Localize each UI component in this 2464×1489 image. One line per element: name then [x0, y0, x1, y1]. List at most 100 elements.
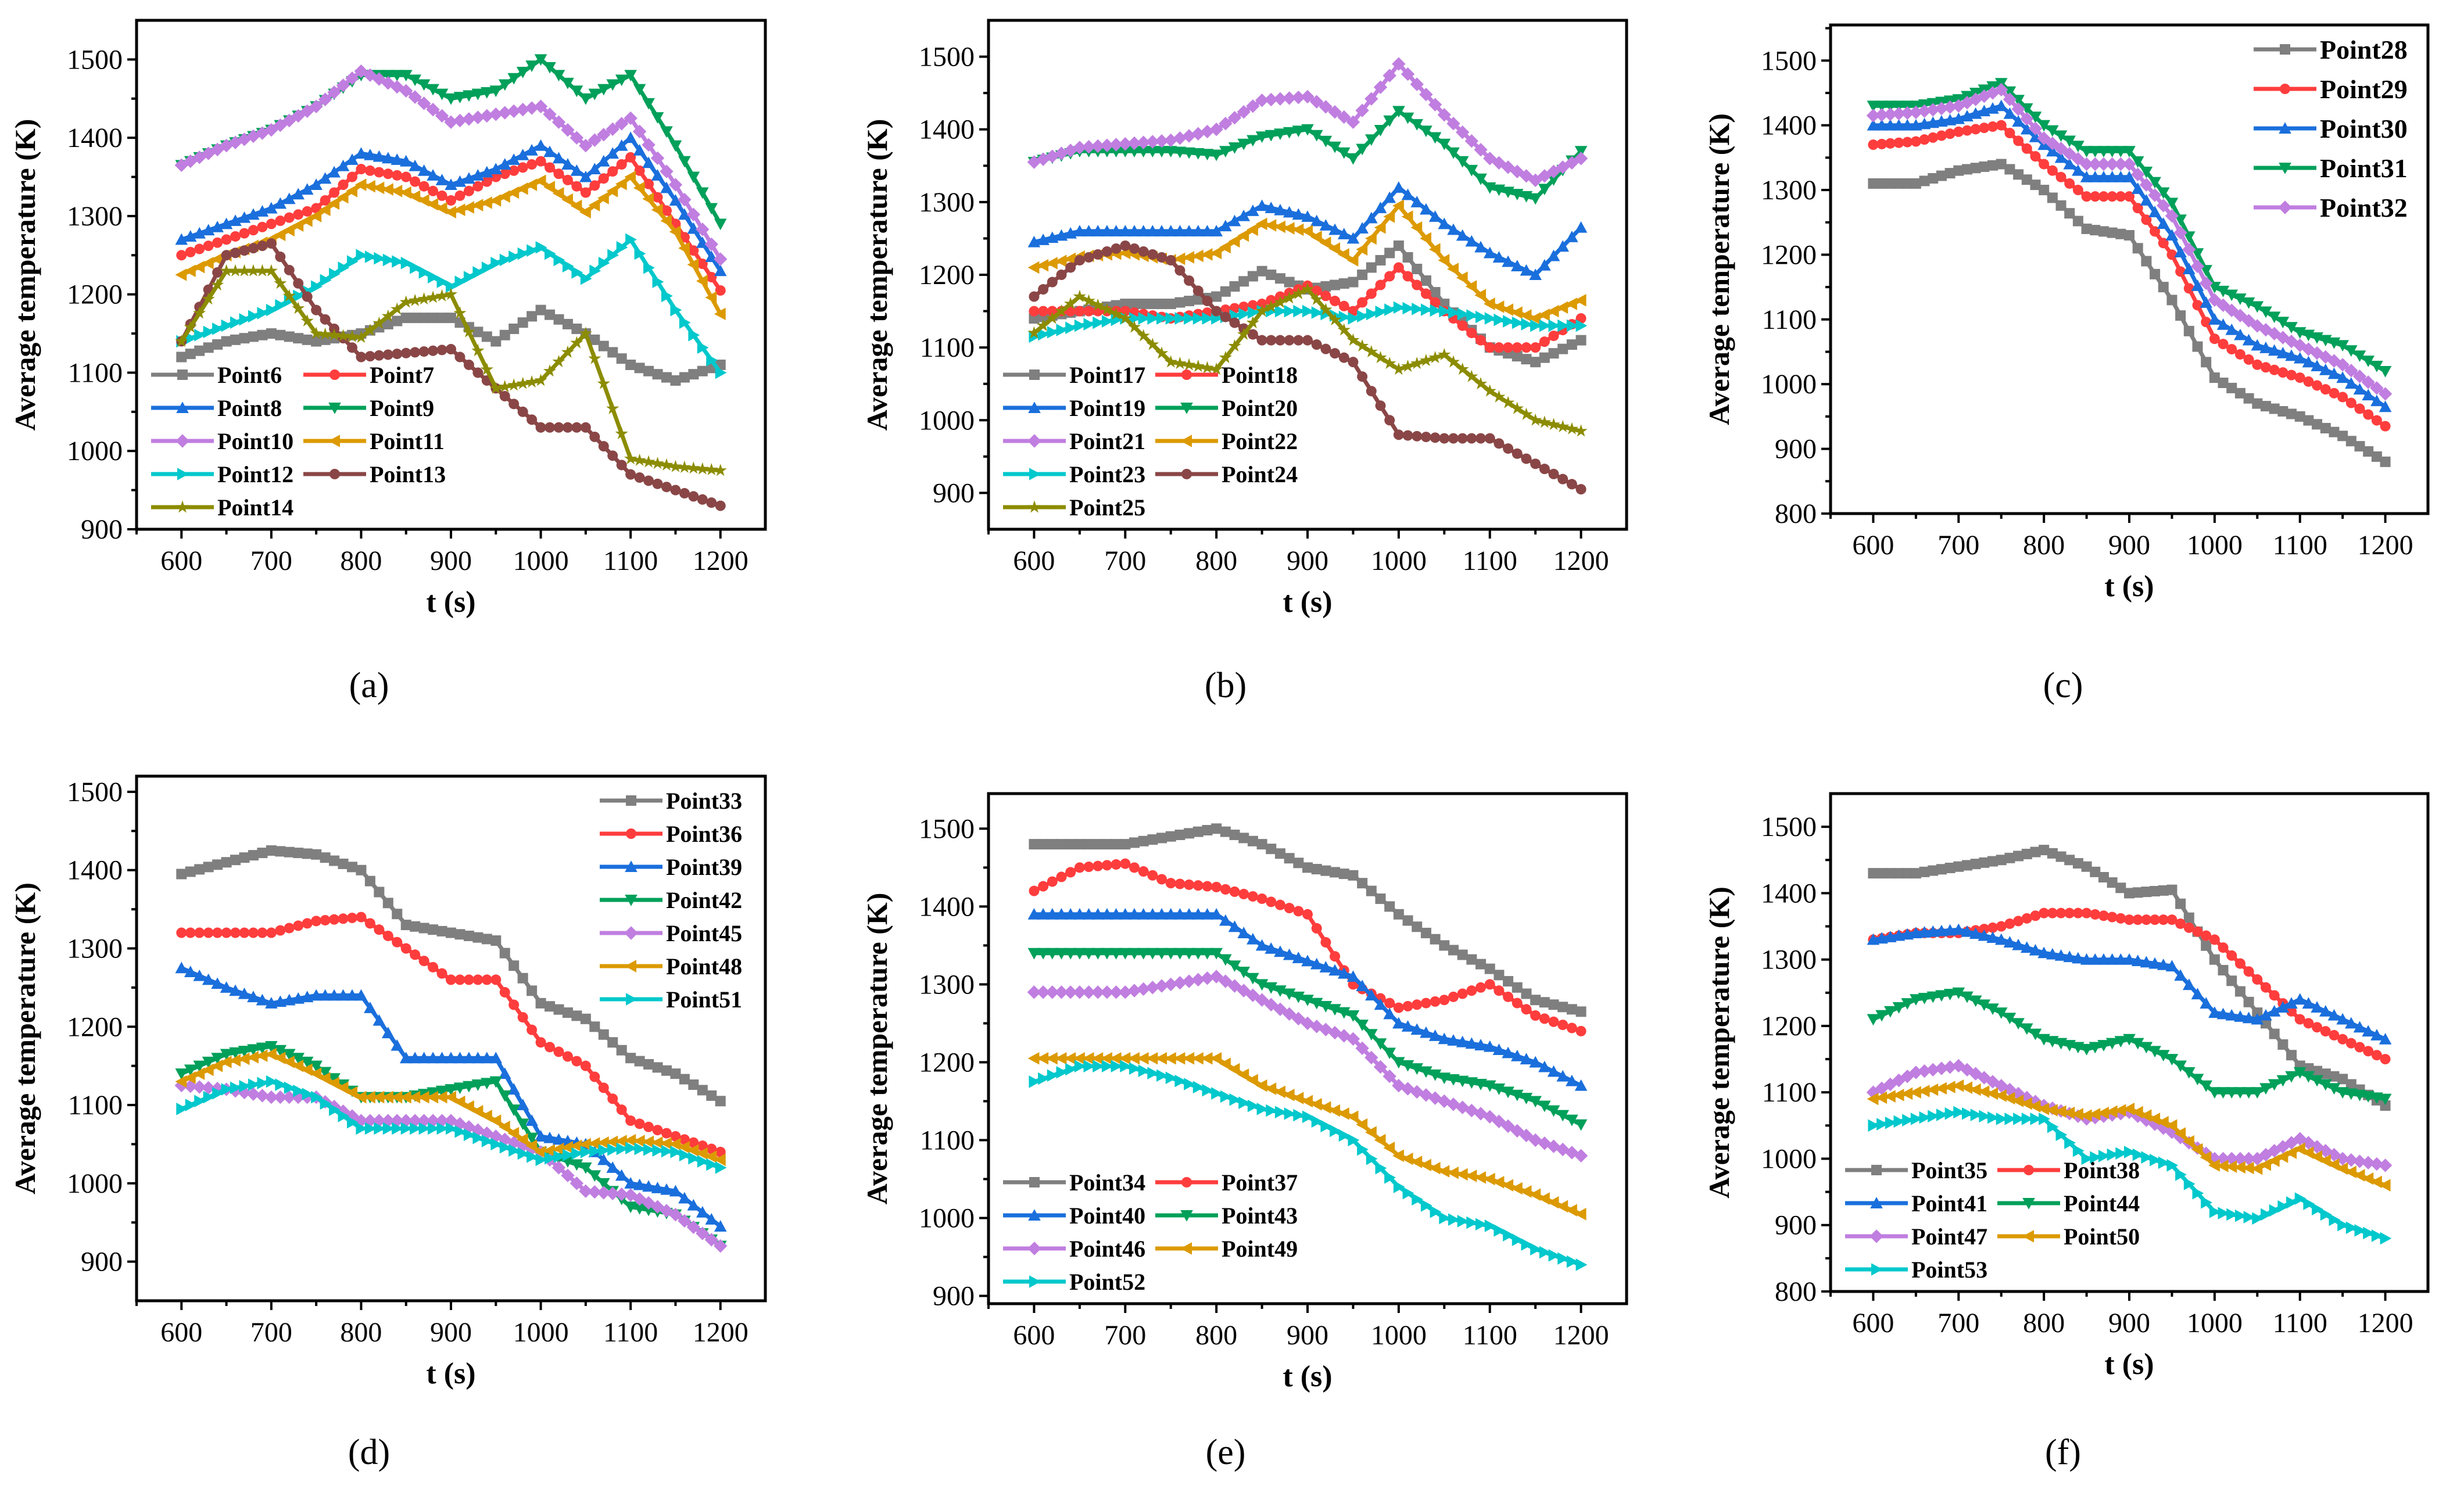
- data-point: [417, 292, 431, 305]
- data-point: [1393, 429, 1404, 440]
- data-point: [275, 216, 286, 227]
- data-point: [1986, 931, 1999, 943]
- data-point: [516, 1099, 529, 1111]
- data-point: [2021, 913, 2032, 924]
- data-point: [2337, 392, 2348, 403]
- data-point: [212, 322, 224, 335]
- data-point: [1328, 105, 1342, 119]
- data-point: [669, 1185, 682, 1197]
- data-point: [300, 1056, 314, 1068]
- data-point: [1901, 119, 1914, 131]
- legend-item-Point8: Point8: [151, 395, 282, 421]
- data-point: [1247, 329, 1258, 340]
- data-point: [311, 849, 322, 860]
- data-point: [507, 186, 520, 199]
- data-point: [633, 181, 645, 195]
- data-point: [1466, 985, 1477, 996]
- data-point: [688, 1137, 699, 1148]
- data-point: [454, 1125, 467, 1138]
- data-point: [697, 259, 708, 270]
- data-point: [1120, 839, 1131, 850]
- data-point: [633, 84, 646, 96]
- data-point: [1876, 138, 1888, 149]
- data-point: [2039, 907, 2050, 918]
- data-point: [2234, 1161, 2245, 1174]
- data-point: [2122, 157, 2136, 171]
- data-point: [1475, 1218, 1487, 1231]
- data-point: [1191, 249, 1204, 263]
- data-point: [1574, 1079, 1588, 1091]
- data-point: [2379, 1093, 2392, 1106]
- data-point: [2370, 361, 2383, 372]
- series-line: [181, 1083, 722, 1248]
- data-point: [507, 1083, 520, 1095]
- data-point: [1082, 294, 1095, 307]
- data-point: [2345, 436, 2356, 447]
- data-point: [2072, 857, 2083, 869]
- data-point: [239, 927, 250, 938]
- data-point: [2183, 1067, 2196, 1079]
- data-point: [1091, 298, 1105, 311]
- data-point: [1466, 328, 1477, 339]
- data-point: [1201, 225, 1214, 236]
- data-point: [2012, 938, 2025, 950]
- data-point: [472, 974, 484, 985]
- data-point: [580, 272, 592, 285]
- data-point: [327, 328, 341, 341]
- series-Point44: [1867, 987, 2392, 1106]
- data-point: [2352, 369, 2367, 383]
- data-point: [203, 342, 214, 353]
- data-point: [1384, 247, 1395, 259]
- data-point: [1465, 369, 1478, 382]
- data-point: [2234, 349, 2245, 360]
- data-point: [2004, 1113, 2017, 1125]
- data-point: [2115, 228, 2126, 239]
- legend-item-Point48: Point48: [600, 953, 742, 979]
- data-point: [1412, 999, 1423, 1010]
- legend-item-Point13: Point13: [303, 461, 446, 487]
- data-point: [1029, 313, 1040, 324]
- data-point: [174, 1078, 188, 1093]
- data-point: [2336, 1013, 2349, 1025]
- data-point: [336, 329, 350, 342]
- legend-label: Point38: [2064, 1157, 2140, 1183]
- data-point: [1502, 1046, 1514, 1059]
- data-point: [1420, 125, 1432, 138]
- data-point: [517, 317, 528, 328]
- data-point: [410, 949, 421, 960]
- data-point: [2021, 174, 2032, 185]
- legend-item-Point32: Point32: [2254, 193, 2408, 223]
- data-point: [1548, 1016, 1559, 1027]
- data-point: [1210, 246, 1222, 260]
- data-point: [2132, 243, 2143, 254]
- data-point: [2055, 907, 2067, 918]
- data-point: [1311, 1115, 1323, 1128]
- data-point: [2020, 103, 2033, 115]
- data-point: [318, 203, 331, 216]
- data-point: [1266, 1104, 1278, 1117]
- data-point: [2003, 1092, 2015, 1105]
- data-point: [328, 197, 340, 210]
- data-point: [1393, 240, 1404, 251]
- data-point: [687, 1144, 699, 1157]
- y-tick-label: 900: [1775, 434, 1817, 465]
- data-point: [579, 1162, 592, 1174]
- data-point: [1037, 259, 1049, 272]
- data-point: [507, 1126, 520, 1140]
- legend-item-Point14: Point14: [151, 494, 293, 521]
- legend-label: Point21: [1069, 428, 1145, 454]
- legend-marker-icon: [1180, 435, 1192, 447]
- data-point: [669, 1138, 681, 1151]
- data-point: [1083, 306, 1094, 317]
- data-point: [399, 1114, 413, 1128]
- data-point: [391, 153, 404, 165]
- data-point: [2362, 356, 2375, 367]
- data-point: [1420, 288, 1431, 299]
- data-point: [2201, 940, 2212, 951]
- data-point: [1548, 1249, 1560, 1262]
- data-point: [345, 329, 359, 342]
- data-point: [570, 1159, 583, 1171]
- series-Point48: [175, 1047, 726, 1167]
- data-point: [1365, 134, 1378, 146]
- data-point: [255, 1089, 270, 1103]
